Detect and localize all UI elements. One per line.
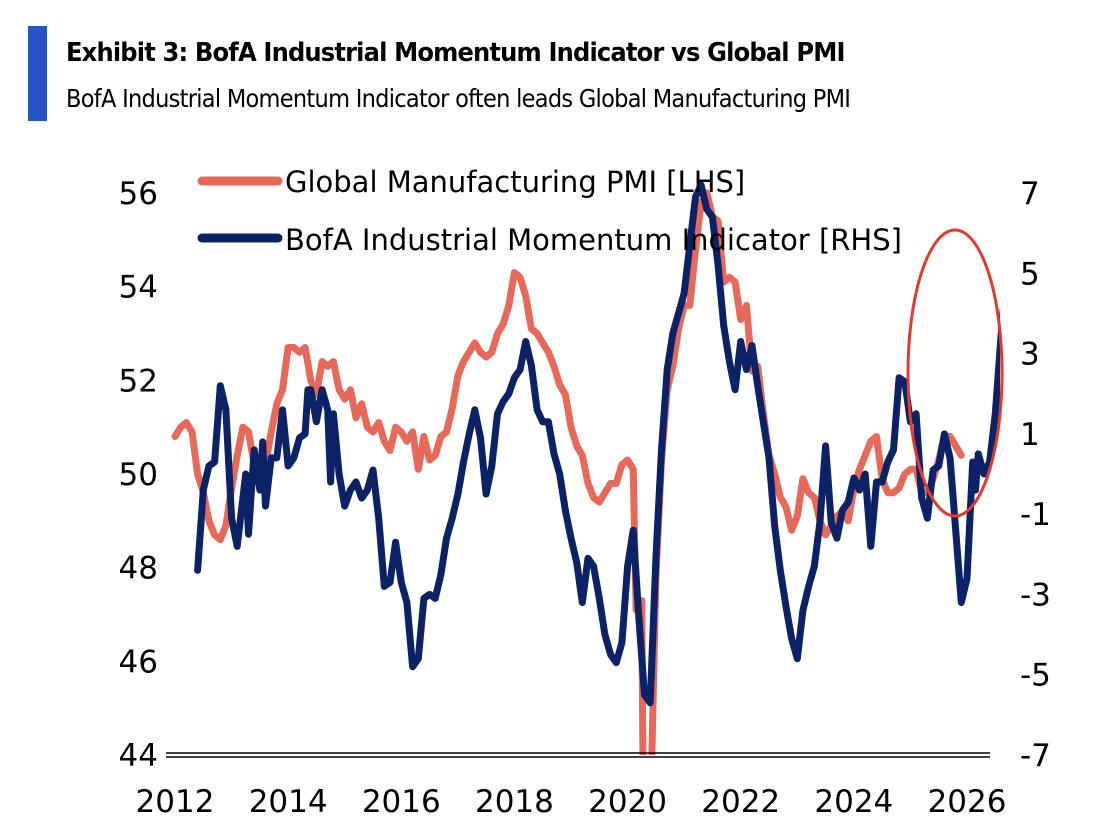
y-right-tick-label: 3	[1020, 337, 1040, 373]
y-left-tick-label: 48	[119, 551, 158, 587]
y-left-tick-label: 50	[119, 457, 158, 493]
y-left-tick-label: 44	[119, 738, 158, 774]
ticks-layer: 44 46 48 50 52 54 56 -7 -5 -3 -1 1 3 5 7 2012 2014 2016 20…	[119, 176, 1051, 820]
chart-title: Exhibit 3: BofA Industrial Momentum Indi…	[66, 38, 845, 68]
chart-subtitle: BofA Industrial Momentum Indicator often…	[66, 84, 851, 113]
legend-label-bofa: BofA Industrial Momentum Indicator [RHS]	[285, 223, 902, 257]
legend-item-pmi: Global Manufacturing PMI [LHS]	[197, 165, 745, 199]
x-tick-label: 2014	[249, 784, 328, 820]
x-tick-label: 2016	[362, 784, 441, 820]
y-right-tick-label: -7	[1020, 738, 1051, 774]
y-left-tick-label: 52	[119, 363, 158, 399]
y-left-tick-label: 56	[119, 176, 158, 212]
series-line-bofa-momentum	[194, 181, 1000, 707]
x-tick-label: 2026	[928, 784, 1007, 820]
y-left-tick-label: 46	[119, 644, 158, 680]
x-tick-label: 2020	[588, 784, 667, 820]
y-left-tick-label: 54	[119, 270, 158, 306]
axis-layer	[166, 752, 990, 758]
y-right-tick-label: 5	[1020, 256, 1040, 292]
legend-item-bofa: BofA Industrial Momentum Indicator [RHS]	[197, 223, 902, 257]
title-accent-bar	[28, 26, 47, 121]
legend-label-pmi: Global Manufacturing PMI [LHS]	[285, 165, 745, 199]
legend: Global Manufacturing PMI [LHS] BofA Indu…	[197, 165, 902, 257]
y-right-tick-label: -3	[1020, 577, 1051, 613]
y-right-tick-label: 1	[1020, 417, 1040, 453]
series-layer	[171, 181, 1000, 755]
y-right-tick-label: -5	[1020, 658, 1051, 694]
series-line-global-pmi	[171, 189, 965, 755]
y-right-tick-label: -1	[1020, 497, 1051, 533]
highlight-ellipse	[906, 228, 1004, 518]
y-right-tick-label: 7	[1020, 176, 1040, 212]
x-tick-label: 2022	[701, 784, 780, 820]
x-tick-label: 2018	[475, 784, 554, 820]
x-tick-label: 2012	[136, 784, 215, 820]
x-tick-label: 2024	[814, 784, 893, 820]
